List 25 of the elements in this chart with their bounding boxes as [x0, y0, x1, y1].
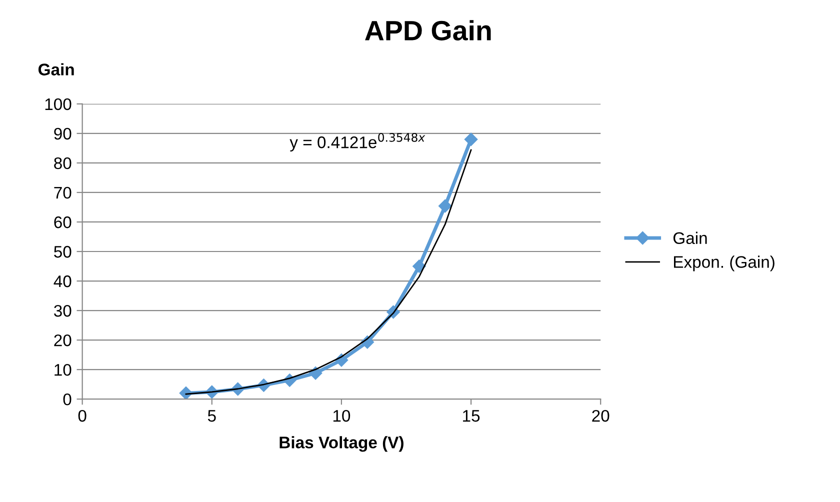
point: [438, 199, 452, 213]
point: [464, 132, 478, 146]
y-tick-label: 40: [54, 275, 72, 288]
point: [412, 260, 426, 273]
y-tick-label: 0: [63, 393, 72, 406]
y-tick-label: 30: [54, 304, 72, 317]
y-tick-label: 100: [45, 98, 72, 110]
y-tick-label: 90: [54, 128, 72, 140]
y-tick-label: 80: [54, 157, 72, 170]
x-tick-label: 0: [78, 410, 86, 422]
x-axis-title: Bias Voltage (V): [280, 436, 404, 452]
x-tick-label: 20: [592, 410, 610, 422]
x-tick-label: 15: [463, 410, 480, 422]
y-tick-label: 70: [54, 186, 72, 199]
y-tick-label: 50: [54, 246, 72, 258]
y-tick-label: 20: [54, 334, 72, 346]
y-axis-title: Gain: [38, 63, 74, 76]
x-tick-label: 5: [208, 410, 216, 422]
annotation: y = 0.4121e$^{0.3548x}$: [290, 133, 426, 152]
legend-label: Expon. (Gain): [674, 256, 774, 272]
x-tick-label: 10: [333, 410, 350, 422]
y-tick-label: 60: [54, 216, 72, 228]
chart-title: APD Gain: [365, 20, 491, 40]
legend-label: Gain: [673, 232, 707, 244]
y-tick-label: 10: [54, 364, 72, 376]
